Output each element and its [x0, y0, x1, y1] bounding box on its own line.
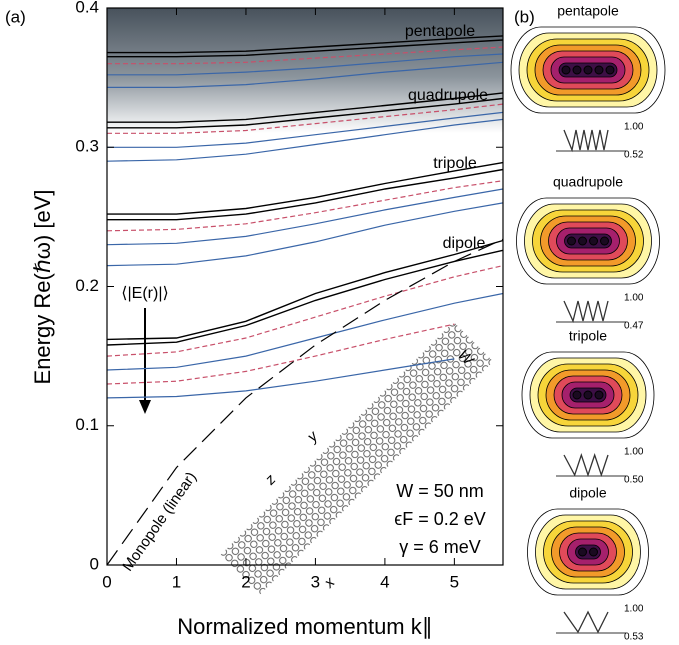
shading — [107, 8, 503, 133]
lobe — [583, 65, 593, 75]
annotation: ϵF = 0.2 eV — [394, 509, 486, 529]
x-tick-label: 1 — [172, 572, 181, 591]
y-axis-label: Energy Re(ℏω) [eV] — [30, 190, 55, 385]
annotation: ⟨|E(r)|⟩ — [121, 285, 168, 302]
lobe — [578, 547, 587, 557]
curve — [107, 53, 504, 76]
lobe — [567, 236, 576, 246]
profile-max: 1.00 — [624, 122, 644, 133]
profile-min: 0.53 — [624, 632, 644, 643]
annotation: γ = 6 meV — [399, 537, 481, 557]
x-tick-label: 4 — [380, 572, 389, 591]
curve — [107, 111, 504, 148]
annotation: tripole — [433, 155, 477, 172]
profile — [563, 452, 609, 478]
y-tick-label: 0 — [90, 554, 99, 573]
profile-max: 1.00 — [624, 447, 644, 458]
x-tick-label: 5 — [450, 572, 459, 591]
curve — [107, 92, 504, 123]
profile-max: 1.00 — [624, 293, 644, 304]
field-map — [510, 26, 666, 114]
profile — [563, 300, 609, 323]
lobe — [583, 390, 593, 400]
ribbon — [220, 321, 494, 595]
field-map — [527, 508, 649, 596]
lobe — [594, 390, 604, 400]
curve — [106, 180, 504, 232]
lobe — [600, 236, 609, 246]
y-tick-label: 0.4 — [75, 0, 99, 16]
lobe — [572, 65, 582, 75]
map-title: pentapole — [557, 3, 619, 19]
profile-min: 0.47 — [624, 321, 644, 332]
lobe — [594, 65, 604, 75]
profile — [563, 610, 609, 634]
curve — [107, 97, 504, 129]
annotation: W = 50 nm — [396, 481, 484, 501]
profile-min: 0.52 — [624, 150, 644, 161]
map-title: dipole — [569, 485, 607, 501]
field-map — [516, 197, 660, 285]
map-title: quadrupole — [553, 174, 623, 190]
curve — [106, 292, 504, 371]
map-title: tripole — [569, 328, 607, 344]
curve — [106, 323, 455, 385]
annotation: dipole — [443, 235, 486, 252]
curve — [106, 202, 504, 267]
curve — [106, 239, 504, 341]
contour — [564, 233, 612, 249]
lobe — [589, 547, 598, 557]
curve — [106, 358, 455, 399]
curve — [106, 188, 504, 246]
curve — [107, 61, 504, 88]
annotation: x — [320, 574, 338, 592]
lobe — [572, 390, 582, 400]
lobe — [578, 236, 587, 246]
arrow-head — [139, 400, 151, 414]
x-tick-label: 2 — [241, 572, 250, 591]
lobe — [605, 65, 615, 75]
profile-max: 1.00 — [624, 604, 644, 615]
profile-min: 0.50 — [624, 475, 644, 486]
annotation: quadrupole — [408, 87, 488, 104]
curve — [106, 249, 504, 346]
x-tick-label: 0 — [102, 572, 111, 591]
annotation: Monopole (linear) — [119, 469, 200, 574]
curve — [107, 161, 504, 215]
annotation: pentapole — [405, 23, 475, 40]
profile — [563, 129, 609, 153]
annotation: y — [303, 427, 322, 446]
y-tick-label: 0.2 — [75, 276, 99, 295]
curve — [106, 118, 504, 162]
y-tick-label: 0.1 — [75, 415, 99, 434]
panel-label: (b) — [514, 7, 535, 26]
annotation: z — [261, 471, 279, 489]
field-map — [521, 351, 655, 439]
curve — [106, 265, 504, 357]
panel-label: (a) — [5, 7, 26, 26]
lobe — [561, 65, 571, 75]
curve — [107, 103, 504, 134]
curve — [107, 168, 504, 221]
y-tick-label: 0.3 — [75, 137, 99, 156]
lobe — [589, 236, 598, 246]
curve — [106, 238, 504, 566]
curve — [107, 46, 504, 65]
x-axis-label: Normalized momentum k∥ — [177, 614, 433, 639]
x-tick-label: 3 — [311, 572, 320, 591]
curve — [107, 39, 504, 58]
curve — [107, 35, 504, 54]
